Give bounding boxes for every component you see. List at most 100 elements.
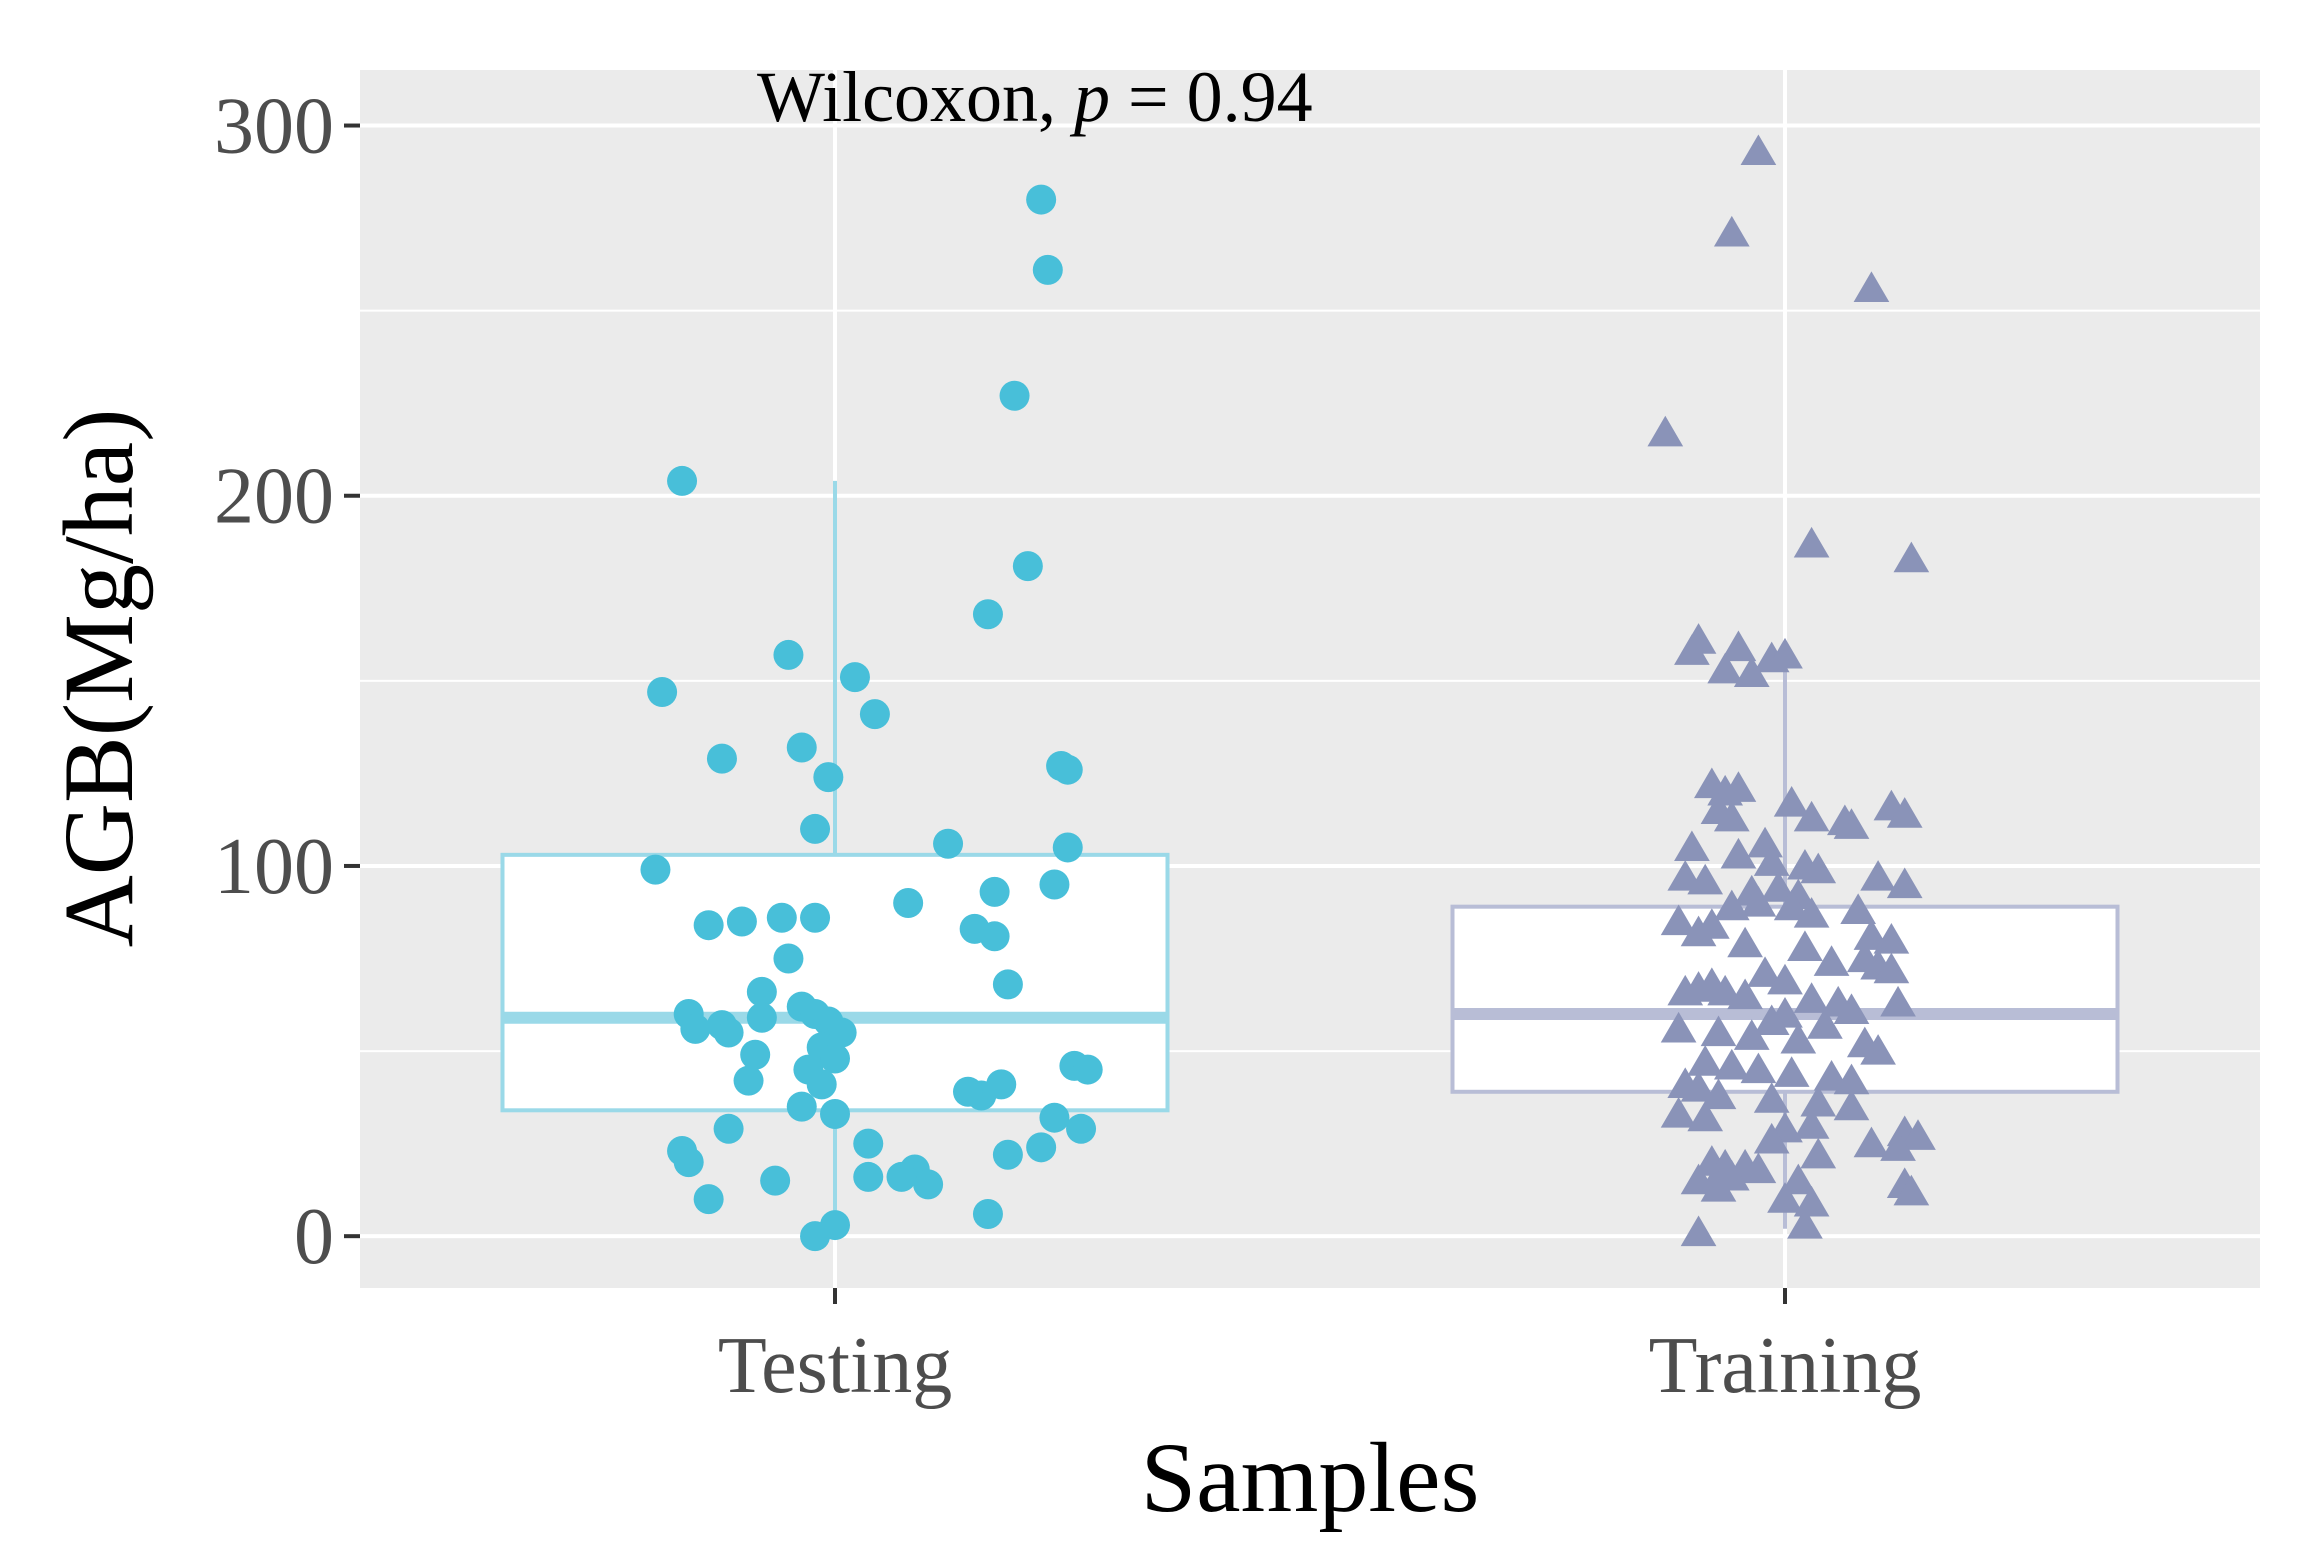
data-point-triangle [1733,656,1770,688]
data-point-triangle [1760,871,1797,902]
data-point-triangle [1886,797,1923,828]
data-point-circle [680,1013,711,1044]
data-point-circle [853,1161,884,1192]
data-point-circle [1052,832,1083,863]
data-point-triangle [1767,637,1803,669]
data-point-circle [813,762,844,793]
data-point-circle [999,380,1030,411]
data-point-triangle [1720,771,1757,802]
data-point-triangle [1800,1085,1837,1117]
data-point-circle [953,1076,983,1107]
data-point-triangle [1747,956,1783,987]
points-testing [640,184,1103,1252]
data-point-triangle [1753,845,1790,876]
data-point-triangle [1733,1019,1770,1050]
data-point-triangle [1713,1048,1750,1080]
data-point-triangle [1687,1100,1724,1132]
data-point-circle [1026,1132,1057,1163]
data-point-circle [800,813,831,844]
data-point-triangle [1860,860,1896,891]
data-point-triangle [1833,1063,1870,1095]
points-training [1647,134,1936,1247]
data-point-circle [693,910,724,941]
data-point-triangle [1793,526,1830,558]
data-point-circle [766,902,797,933]
annotation-p-value: 0.94 [1187,57,1313,137]
data-point-triangle [1713,215,1750,247]
data-point-triangle [1880,985,1916,1017]
data-point-triangle [1740,885,1777,917]
y-tick-label: 0 [294,1193,334,1281]
y-axis-title: AGB(Mg/ha) [43,409,154,948]
data-point-triangle [1800,1137,1837,1169]
data-point-triangle [1680,915,1717,947]
data-point-triangle [1767,963,1803,995]
data-point-circle [972,1198,1003,1229]
data-point-circle [786,732,817,763]
data-point-circle [979,921,1010,952]
data-point-circle [773,943,804,974]
wilcoxon-annotation: Wilcoxon, p = 0.94 [757,57,1313,137]
axes-layer: 0 100 200 300 Testing Training [214,83,1921,1410]
data-point-circle [693,1184,724,1215]
y-tick-label: 300 [214,83,334,171]
data-point-triangle [1720,837,1757,869]
annotation-prefix: Wilcoxon, [757,57,1074,137]
data-point-circle [886,1161,917,1192]
data-point-triangle [1680,1215,1717,1247]
data-point-circle [713,1113,744,1144]
data-point-triangle [1773,786,1810,817]
data-point-triangle [1707,652,1743,684]
data-point-triangle [1727,978,1763,1010]
data-point-circle [713,1017,744,1048]
data-point-circle [760,1165,791,1196]
data-point-circle [1012,551,1043,582]
data-point-triangle [1893,1174,1930,1206]
data-point-circle [786,1091,817,1122]
annotation-p-symbol: p [1069,57,1110,137]
data-point-circle [806,1069,837,1100]
data-point-triangle [1700,1078,1737,1110]
data-point-triangle [1700,1015,1737,1047]
data-point-triangle [1833,993,1870,1024]
data-point-triangle [1767,1182,1803,1213]
data-point-circle [673,1147,704,1178]
data-point-triangle [1727,926,1763,958]
data-point-circle [1039,869,1070,900]
data-point-triangle [1886,867,1923,899]
annotation-equals: = [1110,57,1187,137]
data-point-triangle [1873,923,1910,954]
data-point-circle [893,887,924,918]
data-point-circle [1072,1054,1103,1085]
x-axis-title: Samples [1141,1422,1480,1533]
data-point-triangle [1793,800,1830,832]
x-tick-label: Training [1649,1322,1922,1410]
data-point-triangle [1893,541,1930,573]
data-point-circle [706,743,737,774]
data-point-triangle [1793,982,1830,1013]
data-point-triangle [1660,1097,1697,1128]
data-point-triangle [1860,1034,1896,1065]
data-point-triangle [1780,1022,1817,1054]
data-point-circle [667,465,698,496]
data-point-triangle [1807,1008,1843,1039]
data-point-circle [933,828,964,859]
data-point-triangle [1787,1208,1823,1239]
data-point-triangle [1740,1152,1777,1184]
data-point-triangle [1880,1130,1916,1161]
data-point-triangle [1700,1171,1737,1202]
data-point-triangle [1674,830,1710,862]
data-point-triangle [1840,893,1876,924]
data-point-triangle [1753,1122,1790,1154]
data-point-triangle [1753,1082,1790,1113]
data-point-triangle [1753,1004,1790,1036]
data-point-triangle [1833,1089,1870,1121]
data-point-triangle [1647,415,1684,447]
data-point-triangle [1740,1052,1777,1084]
y-tick-label: 100 [214,823,334,911]
data-point-triangle [1680,971,1717,1002]
data-point-circle [746,1002,777,1033]
data-point-triangle [1713,889,1750,921]
data-point-circle [986,1069,1017,1100]
